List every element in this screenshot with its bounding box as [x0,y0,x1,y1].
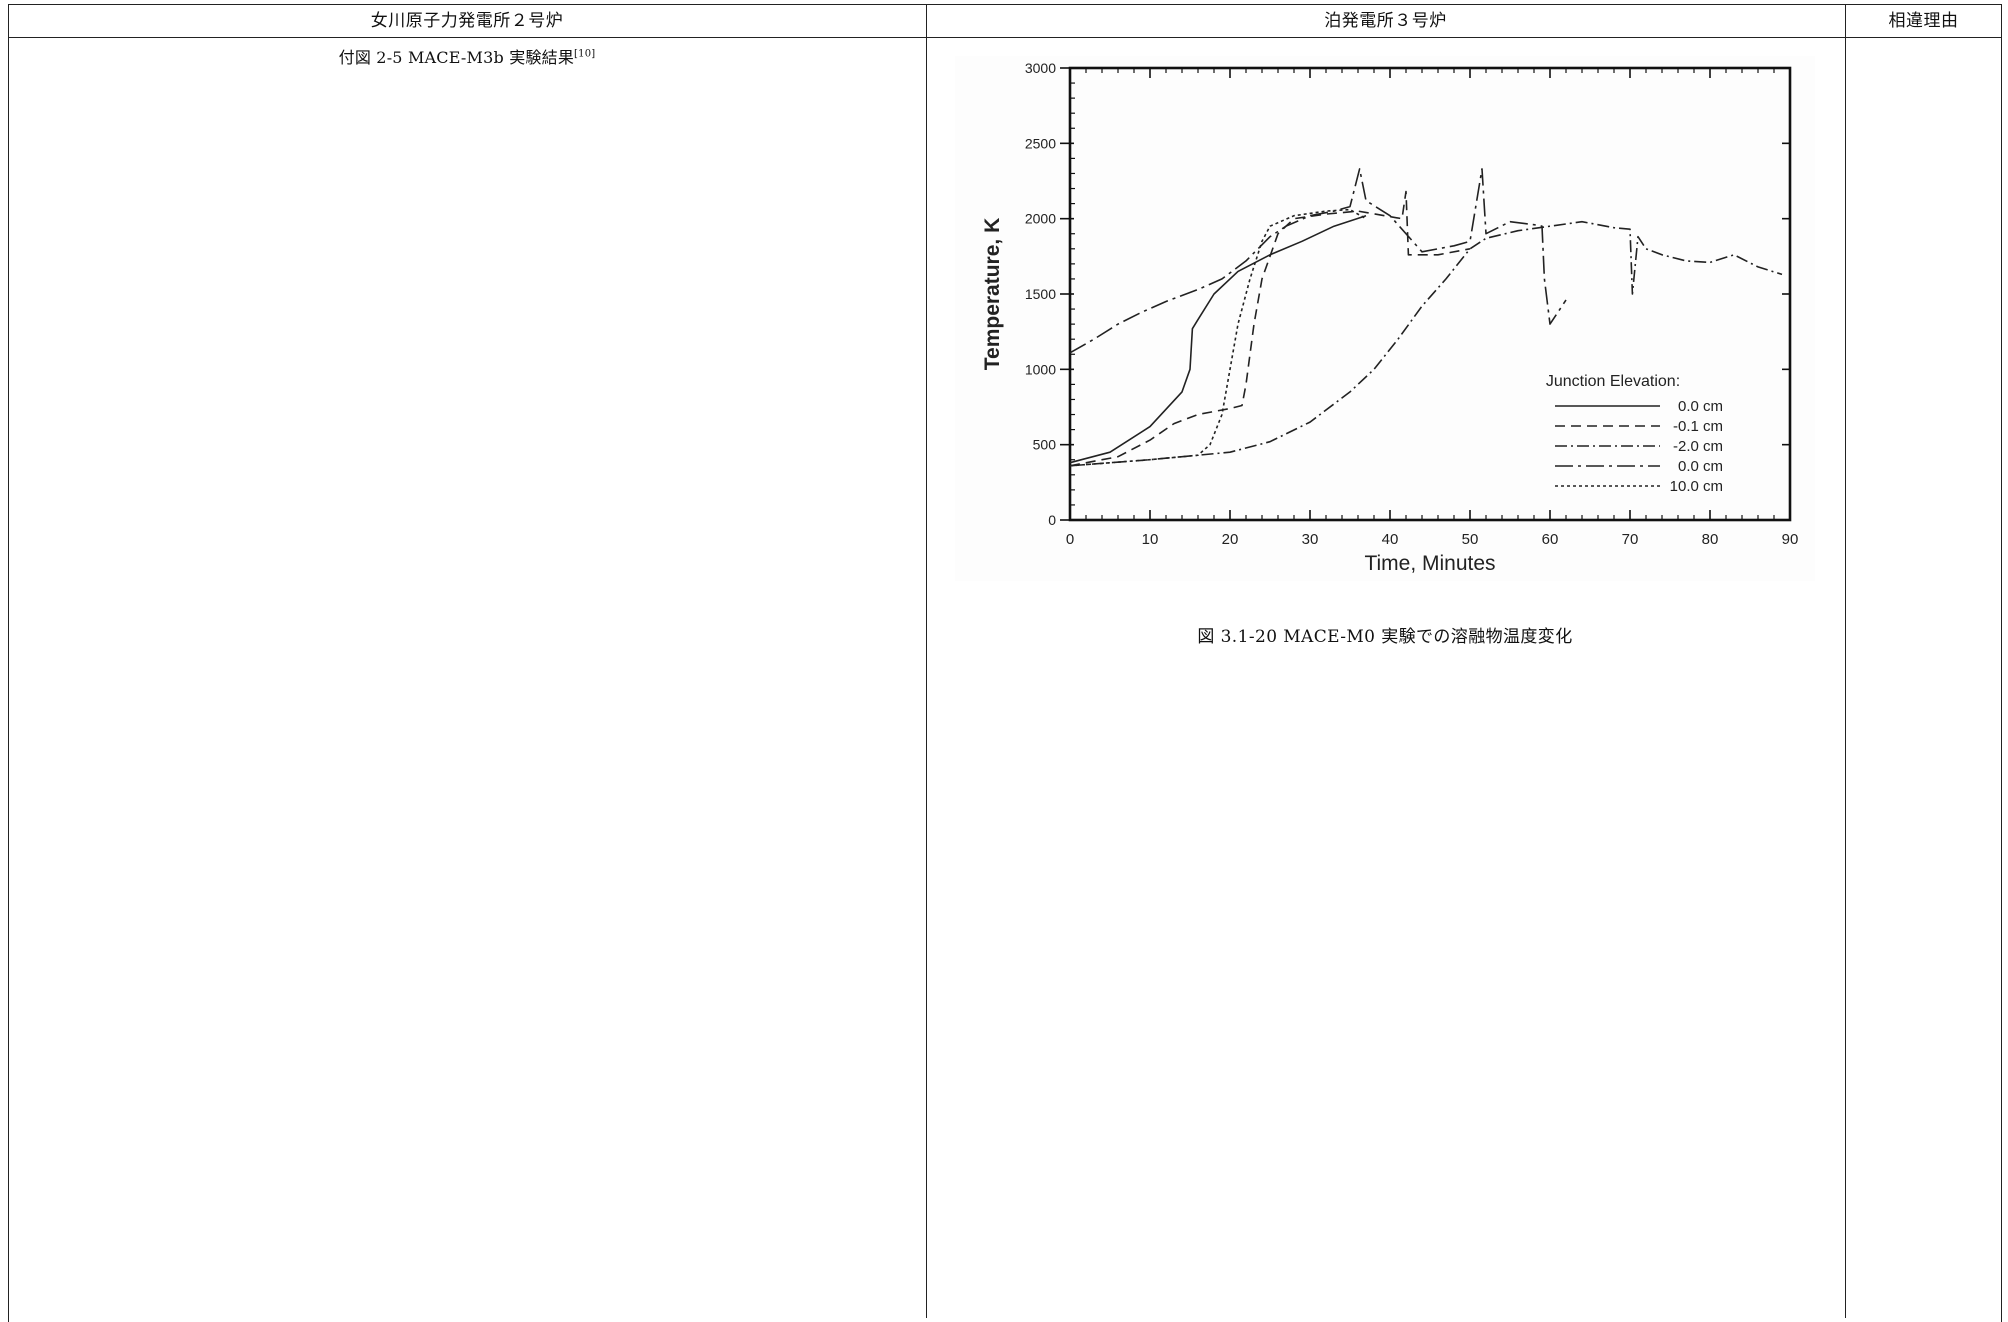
y-tick-label: 500 [1033,437,1057,453]
series-line-2 [1069,190,1471,467]
legend-title: Junction Elevation: [1546,373,1680,390]
y-axis-label: Temperature, K [981,218,1004,371]
x-tick-label: 40 [1382,531,1399,548]
x-tick-label: 10 [1142,531,1159,548]
series-line-3 [1069,220,1783,467]
x-tick-label: 60 [1542,531,1559,548]
series-line-1 [1069,214,1367,464]
legend-label-5: 10.0 cm [1670,478,1723,495]
y-tick-label: 2500 [1025,135,1056,151]
left-caption-reference: [10] [574,48,596,60]
x-tick-label: 70 [1622,531,1639,548]
header-onagawa: 女川原子力発電所２号炉 [370,11,564,31]
table-header-row [8,4,2002,38]
table-frame [8,4,2002,1322]
y-tick-label: 0 [1048,512,1056,528]
x-tick-label: 30 [1302,531,1319,548]
column-divider-1 [926,4,927,1318]
left-caption-text: 付図 2-5 MACE-M3b 実験結果 [338,48,575,67]
legend-label-2: -0.1 cm [1673,418,1723,435]
y-tick-label: 2000 [1025,211,1056,227]
table-top-rule [8,4,2002,5]
header-tomari: 泊発電所３号炉 [1324,11,1447,31]
y-tick-label: 1500 [1025,286,1056,302]
y-tick-label: 3000 [1025,60,1056,76]
legend-label-3: -2.0 cm [1673,438,1723,455]
ticks-layer: 0 10 20 30 40 50 60 70 80 90 0 500 1000 1500 2000 2500 3… [1025,60,1799,548]
x-axis-label: Time, Minutes [1364,552,1495,575]
legend-label-4: 0.0 cm [1678,458,1723,475]
figure-caption: 図 3.1-20 MACE-M0 実験での溶融物温度変化 [1197,627,1573,647]
legend-label-1: 0.0 cm [1678,398,1723,415]
x-tick-label: 90 [1782,531,1799,548]
column-divider-2 [1845,4,1846,1318]
x-tick-label: 0 [1066,531,1074,548]
x-tick-label: 20 [1222,531,1239,548]
series-line-5 [1069,208,1367,467]
x-tick-label: 50 [1462,531,1479,548]
temperature-chart-svg: 0 10 20 30 40 50 60 70 80 90 0 500 1000 1500 2000 2500 3… [981,60,1799,575]
x-tick-label: 80 [1702,531,1719,548]
series-line-4 [1069,168,1567,354]
header-reason: 相違理由 [1888,11,1959,31]
left-figure-caption: 付図 2-5 MACE-M3b 実験結果[10] [8,44,926,68]
legend: Junction Elevation: 0.0 cm -0.1 cm -2.0 cm… [1546,373,1723,495]
y-tick-label: 1000 [1025,361,1056,377]
temperature-chart: 0 10 20 30 40 50 60 70 80 90 0 500 1000 1500 2000 2500 3… [955,56,1815,581]
series-layer [1069,168,1783,467]
